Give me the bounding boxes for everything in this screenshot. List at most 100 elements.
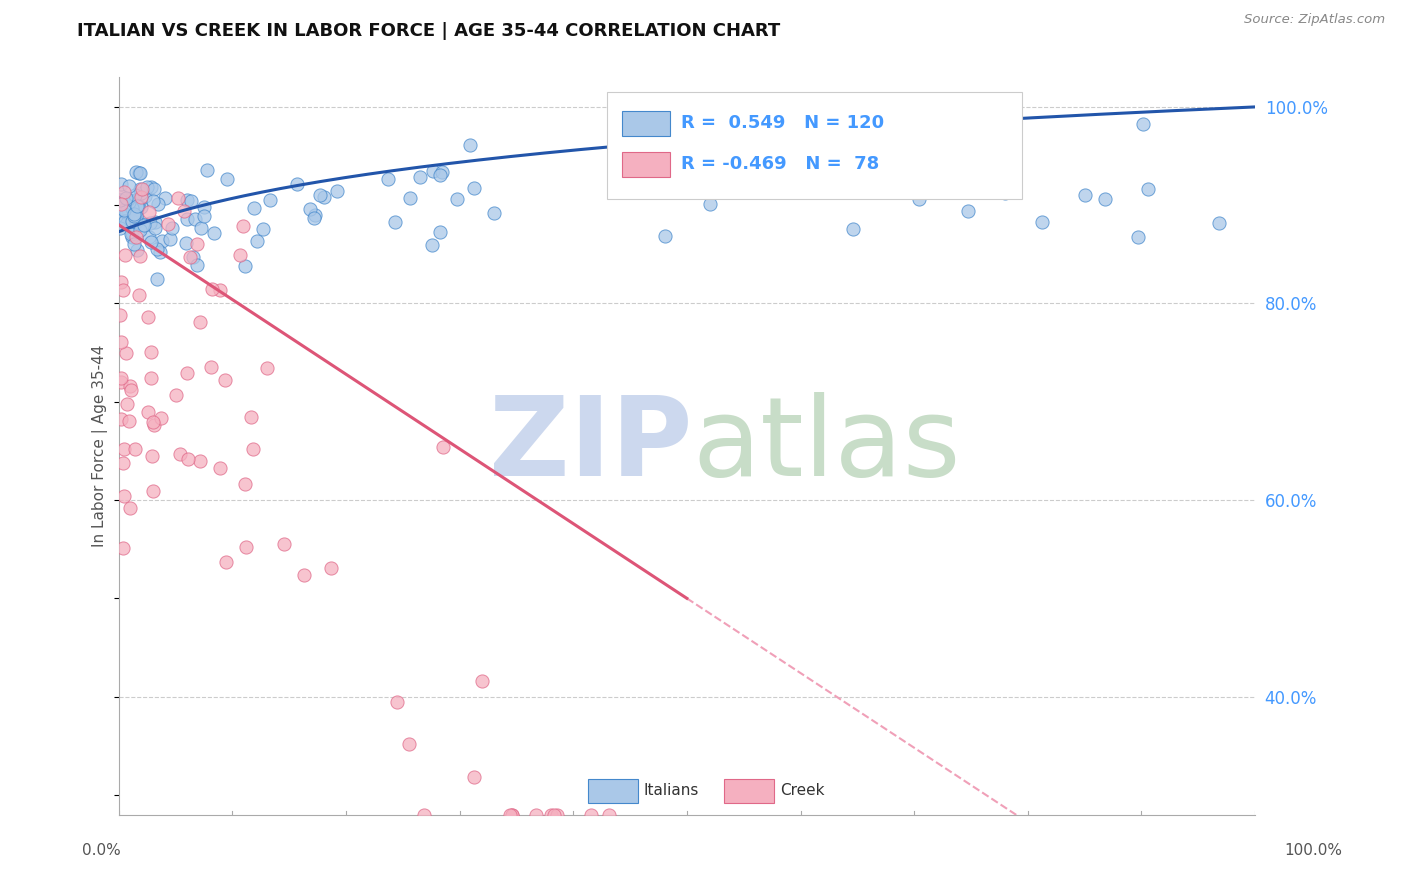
Point bbox=[524, 807, 547, 822]
Point bbox=[146, 197, 169, 211]
Point bbox=[273, 537, 295, 551]
Point bbox=[165, 388, 187, 402]
Point bbox=[128, 166, 150, 180]
Point bbox=[153, 191, 176, 205]
Point bbox=[162, 220, 184, 235]
Point bbox=[176, 212, 198, 227]
Point bbox=[177, 451, 200, 466]
Point bbox=[124, 188, 146, 202]
Point bbox=[429, 169, 451, 183]
Point bbox=[377, 172, 399, 186]
Point bbox=[193, 209, 215, 223]
Point bbox=[498, 807, 520, 822]
Point bbox=[412, 807, 434, 822]
Point bbox=[112, 541, 135, 555]
Point bbox=[309, 188, 332, 202]
Point bbox=[312, 190, 335, 204]
Point bbox=[235, 540, 257, 554]
Point bbox=[112, 457, 135, 471]
Point bbox=[195, 162, 218, 177]
Point bbox=[121, 229, 143, 244]
Point bbox=[432, 440, 454, 454]
Point bbox=[108, 308, 131, 322]
Point bbox=[188, 454, 211, 468]
Point bbox=[699, 196, 721, 211]
Point bbox=[259, 193, 281, 207]
Point bbox=[1136, 182, 1159, 196]
Point bbox=[110, 334, 132, 349]
Point bbox=[120, 383, 142, 397]
Point bbox=[908, 192, 931, 206]
Point bbox=[326, 184, 349, 198]
Point bbox=[471, 674, 494, 689]
Point bbox=[118, 195, 141, 210]
FancyBboxPatch shape bbox=[621, 152, 669, 177]
Point bbox=[111, 195, 134, 210]
Point bbox=[214, 373, 236, 387]
Point bbox=[143, 215, 166, 229]
Point bbox=[193, 200, 215, 214]
Point bbox=[501, 807, 523, 822]
Point bbox=[139, 370, 162, 384]
Point bbox=[179, 251, 201, 265]
Point bbox=[110, 275, 132, 289]
Point bbox=[208, 283, 231, 297]
FancyBboxPatch shape bbox=[588, 780, 638, 803]
Point bbox=[114, 214, 136, 228]
Point bbox=[186, 236, 208, 251]
Point bbox=[131, 186, 153, 201]
Point bbox=[1094, 193, 1116, 207]
Text: ITALIAN VS CREEK IN LABOR FORCE | AGE 35-44 CORRELATION CHART: ITALIAN VS CREEK IN LABOR FORCE | AGE 35… bbox=[77, 22, 780, 40]
Point bbox=[420, 238, 443, 252]
Point bbox=[110, 371, 132, 385]
Point bbox=[129, 249, 152, 263]
Point bbox=[141, 415, 163, 429]
Point bbox=[186, 258, 208, 272]
Point bbox=[702, 130, 724, 145]
Point bbox=[108, 221, 131, 235]
Point bbox=[1031, 215, 1053, 229]
Point bbox=[546, 807, 568, 822]
Point bbox=[145, 271, 167, 285]
Point bbox=[138, 205, 160, 219]
Point bbox=[174, 236, 197, 251]
Point bbox=[124, 442, 146, 457]
Point bbox=[422, 164, 444, 178]
Point bbox=[138, 230, 160, 244]
Point bbox=[127, 198, 149, 212]
Point bbox=[125, 209, 148, 223]
Point bbox=[110, 199, 132, 213]
Point bbox=[169, 447, 191, 461]
Point bbox=[229, 248, 252, 262]
Point bbox=[118, 414, 141, 428]
Point bbox=[662, 102, 685, 116]
Point bbox=[110, 412, 132, 426]
Point bbox=[142, 483, 165, 498]
Point bbox=[131, 182, 153, 196]
Point bbox=[763, 113, 786, 128]
Point bbox=[136, 310, 159, 325]
Point bbox=[321, 561, 343, 575]
Point bbox=[159, 232, 181, 246]
Point bbox=[842, 221, 865, 235]
Point bbox=[121, 214, 143, 228]
Point bbox=[149, 245, 172, 260]
Point bbox=[128, 166, 150, 180]
Point bbox=[125, 230, 148, 244]
Point bbox=[167, 191, 190, 205]
Point bbox=[112, 186, 135, 200]
Point bbox=[579, 807, 602, 822]
Point bbox=[298, 202, 321, 217]
Point bbox=[173, 204, 195, 219]
Point bbox=[463, 771, 485, 785]
Point bbox=[176, 193, 198, 207]
Point bbox=[112, 202, 135, 217]
Point bbox=[285, 177, 308, 191]
Point bbox=[598, 807, 620, 822]
Point bbox=[108, 186, 131, 201]
Point bbox=[150, 411, 173, 425]
Point bbox=[128, 288, 150, 302]
Point bbox=[110, 194, 132, 209]
Point bbox=[200, 359, 222, 374]
Point bbox=[217, 172, 239, 186]
